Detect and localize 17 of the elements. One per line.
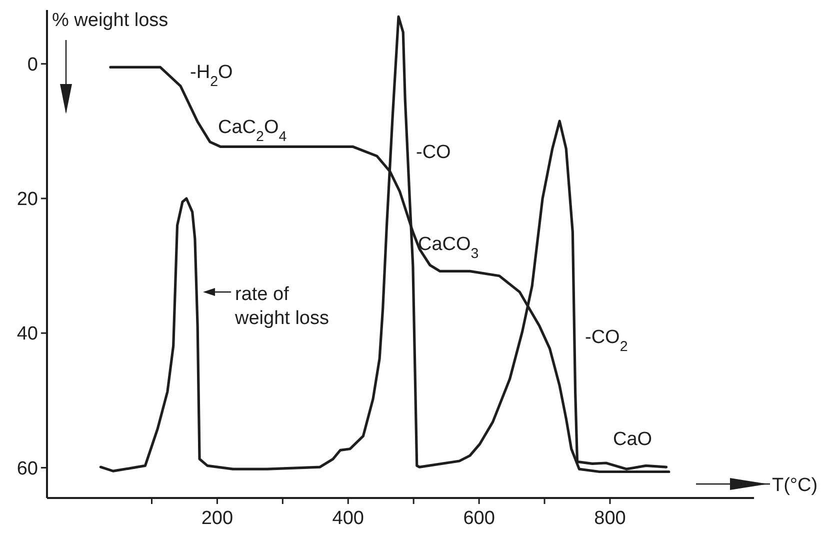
y-tick-label: 40	[16, 324, 38, 345]
y-tick-label: 60	[16, 458, 38, 480]
annotation: -CO	[416, 142, 451, 163]
x-axis-title: T(°C)	[772, 475, 818, 496]
x-tick-label: 400	[332, 508, 364, 529]
x-tick-label: 600	[463, 508, 495, 529]
y-tick-label: 20	[16, 189, 38, 210]
annotation: CaO	[613, 429, 652, 450]
annotation: rate of weight loss	[234, 284, 329, 329]
annotation: -CO$_{2}$	[585, 327, 628, 355]
x-tick-label: 800	[594, 508, 626, 529]
annotation: CaCO$_{3}$	[418, 234, 479, 262]
annotation: -H$_{2}$O	[190, 62, 233, 90]
y-tick-label: 0	[27, 54, 38, 76]
y-axis-title: % weight loss	[52, 10, 168, 31]
x-tick-label: 200	[201, 508, 234, 529]
annotation: CaC$_{2}$O$_{4}$	[218, 117, 287, 145]
